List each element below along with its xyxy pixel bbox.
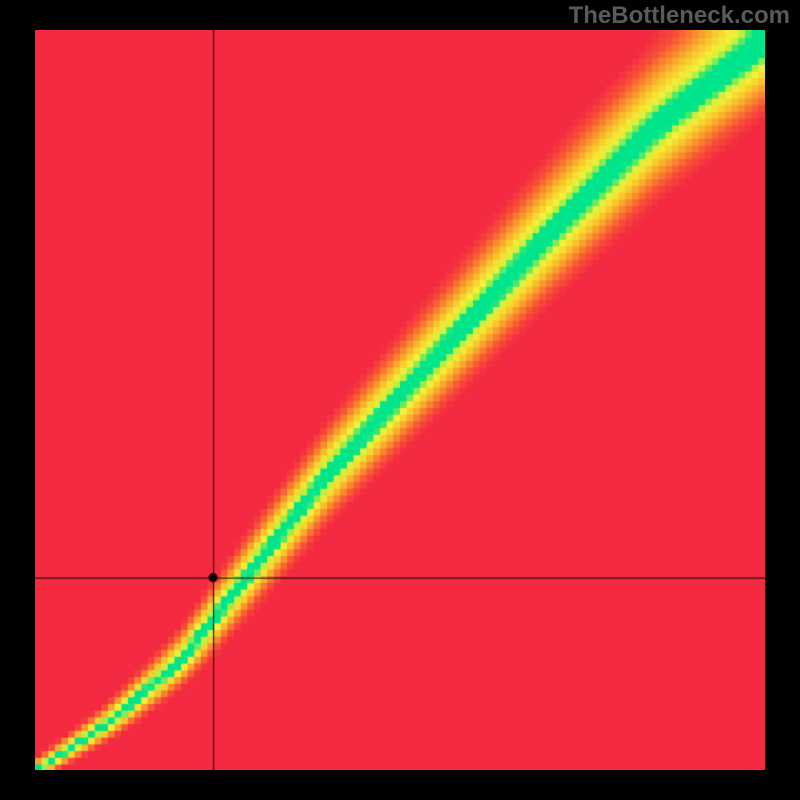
bottleneck-heatmap <box>35 30 765 770</box>
watermark-label: TheBottleneck.com <box>569 2 790 30</box>
